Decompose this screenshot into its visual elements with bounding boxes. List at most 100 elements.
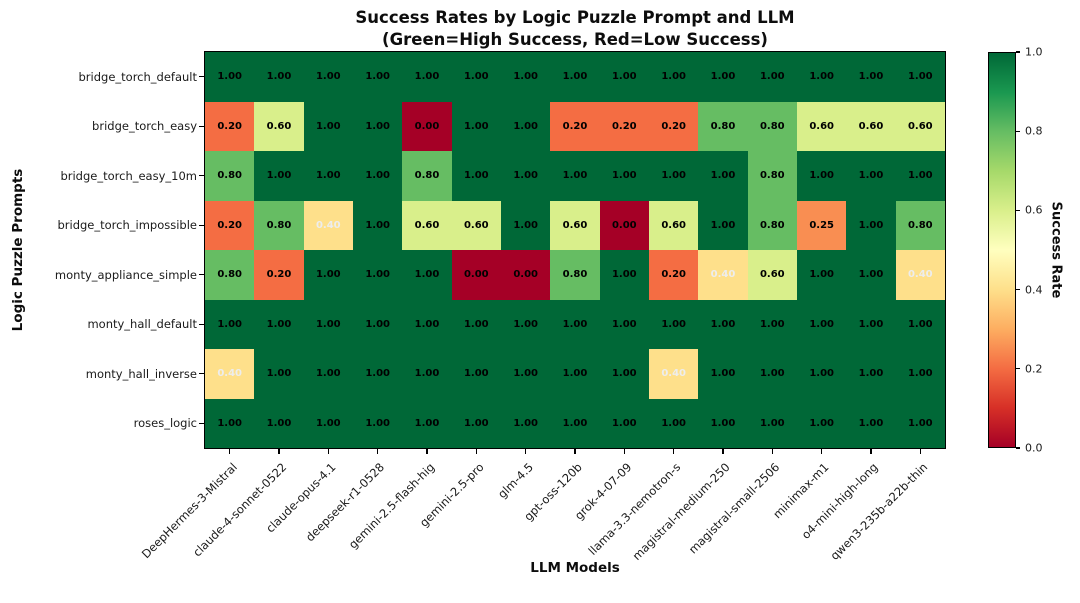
heatmap-cell-r6-c14: 1.00: [895, 349, 945, 399]
heatmap-cell-r3-c4: 0.60: [402, 200, 452, 250]
heatmap-cell-r2-c0: 0.80: [205, 151, 255, 201]
colorbar-tick-label: 0.4: [1025, 283, 1043, 297]
heatmap-cell-r1-c7: 0.20: [550, 101, 600, 151]
x-tick-mark: [722, 448, 724, 454]
heatmap-cell-r7-c13: 1.00: [846, 398, 896, 448]
y-tick-label: bridge_torch_easy: [92, 119, 197, 134]
heatmap-cell-r4-c12: 1.00: [796, 250, 847, 300]
y-tick-mark: [199, 274, 205, 276]
x-tick-mark: [771, 448, 773, 454]
heatmap-cell-r3-c5: 0.60: [451, 200, 501, 250]
heatmap-cell-r3-c3: 1.00: [352, 200, 403, 250]
heatmap-cell-r4-c6: 0.00: [500, 250, 551, 300]
heatmap-cell-r1-c12: 0.60: [796, 101, 847, 151]
heatmap-cell-r5-c6: 1.00: [500, 299, 551, 349]
heatmap-cell-r3-c10: 1.00: [698, 200, 748, 250]
heatmap-cell-r2-c7: 1.00: [550, 151, 600, 201]
heatmap-cell-r2-c14: 1.00: [895, 151, 945, 201]
heatmap-cell-r3-c12: 0.25: [796, 200, 847, 250]
heatmap-cell-r3-c13: 1.00: [846, 200, 896, 250]
x-tick-mark: [623, 448, 625, 454]
x-tick-mark: [377, 448, 379, 454]
heatmap-cell-r0-c2: 1.00: [303, 52, 353, 102]
heatmap-cell-r3-c9: 0.60: [648, 200, 699, 250]
heatmap-cell-r3-c14: 0.80: [895, 200, 945, 250]
heatmap-cell-r4-c5: 0.00: [451, 250, 501, 300]
heatmap-cell-r5-c11: 1.00: [747, 299, 797, 349]
heatmap-cell-r2-c5: 1.00: [451, 151, 501, 201]
heatmap-cell-r2-c12: 1.00: [796, 151, 847, 201]
heatmap-cell-r2-c13: 1.00: [846, 151, 896, 201]
heatmap-cell-r0-c12: 1.00: [796, 52, 847, 102]
heatmap-cell-r2-c11: 0.80: [747, 151, 797, 201]
heatmap-cell-r5-c12: 1.00: [796, 299, 847, 349]
colorbar-tick-label: 1.0: [1025, 45, 1043, 59]
heatmap-cell-r4-c8: 1.00: [599, 250, 649, 300]
colorbar-gradient: [989, 53, 1015, 447]
heatmap-cell-r1-c0: 0.20: [205, 101, 255, 151]
x-tick-label: magistral-small-2506: [685, 460, 783, 557]
heatmap-cell-r7-c8: 1.00: [599, 398, 649, 448]
heatmap-cell-r2-c8: 1.00: [599, 151, 649, 201]
heatmap-cell-r6-c10: 1.00: [698, 349, 748, 399]
colorbar: [988, 52, 1016, 448]
heatmap-cell-r0-c10: 1.00: [698, 52, 748, 102]
heatmap-cell-r3-c11: 0.80: [747, 200, 797, 250]
heatmap-cell-r0-c13: 1.00: [846, 52, 896, 102]
heatmap-cell-r5-c1: 1.00: [254, 299, 304, 349]
x-tick-mark: [821, 448, 823, 454]
heatmap-cell-r7-c14: 1.00: [895, 398, 945, 448]
heatmap-cell-r3-c1: 0.80: [254, 200, 304, 250]
heatmap-cell-r6-c4: 1.00: [402, 349, 452, 399]
x-tick-label: gemini-2.5-flash-hig: [345, 460, 437, 552]
heatmap-cell-r5-c8: 1.00: [599, 299, 649, 349]
heatmap-cell-r4-c3: 1.00: [352, 250, 403, 300]
x-tick-mark: [229, 448, 231, 454]
heatmap-cell-r6-c7: 1.00: [550, 349, 600, 399]
heatmap-cell-r2-c3: 1.00: [352, 151, 403, 201]
y-tick-label: bridge_torch_default: [78, 69, 198, 84]
colorbar-label: Success Rate: [1048, 201, 1064, 299]
heatmap-cell-r6-c11: 1.00: [747, 349, 797, 399]
heatmap-cell-r6-c6: 1.00: [500, 349, 551, 399]
heatmap-cell-r7-c12: 1.00: [796, 398, 847, 448]
x-tick-mark: [426, 448, 428, 454]
heatmap-cell-r0-c7: 1.00: [550, 52, 600, 102]
heatmap-cell-r4-c9: 0.20: [648, 250, 699, 300]
heatmap-cell-r6-c12: 1.00: [796, 349, 847, 399]
x-axis-label: LLM Models: [530, 560, 620, 576]
x-tick-label: glm-4.5: [494, 460, 536, 502]
heatmap-cell-r7-c0: 1.00: [205, 398, 255, 448]
chart-title-line2: (Green=High Success, Red=Low Success): [382, 29, 768, 49]
y-tick-label: bridge_torch_impossible: [57, 218, 197, 233]
y-tick-mark: [199, 422, 205, 424]
colorbar-tick-mark: [1016, 130, 1020, 132]
heatmap-cell-r5-c3: 1.00: [352, 299, 403, 349]
y-tick-label: monty_appliance_simple: [54, 267, 197, 282]
heatmap-cell-r3-c0: 0.20: [205, 200, 255, 250]
heatmap-cell-r6-c13: 1.00: [846, 349, 896, 399]
heatmap-cell-r2-c9: 1.00: [648, 151, 699, 201]
heatmap-cell-r5-c2: 1.00: [303, 299, 353, 349]
heatmap-cell-r6-c1: 1.00: [254, 349, 304, 399]
x-tick-mark: [673, 448, 675, 454]
colorbar-tick-mark: [1016, 51, 1020, 53]
x-tick-label: llama-3.3-nemotron-s: [585, 460, 684, 558]
heatmap-cell-r6-c0: 0.40: [205, 349, 255, 399]
y-tick-label: monty_hall_inverse: [85, 366, 197, 381]
colorbar-tick-label: 0.0: [1025, 441, 1043, 455]
heatmap-cell-r1-c9: 0.20: [648, 101, 699, 151]
heatmap-cell-r3-c2: 0.40: [303, 200, 353, 250]
heatmap-cell-r1-c1: 0.60: [254, 101, 304, 151]
colorbar-tick-mark: [1016, 368, 1020, 370]
chart-title-line1: Success Rates by Logic Puzzle Prompt and…: [355, 8, 795, 27]
heatmap-cell-r4-c4: 1.00: [402, 250, 452, 300]
chart-title: Success Rates by Logic Puzzle Prompt and…: [205, 7, 945, 51]
heatmap-cell-r1-c11: 0.80: [747, 101, 797, 151]
heatmap-cell-r4-c7: 0.80: [550, 250, 600, 300]
heatmap-cell-r0-c5: 1.00: [451, 52, 501, 102]
heatmap-cell-r4-c11: 0.60: [747, 250, 797, 300]
heatmap-cell-r6-c3: 1.00: [352, 349, 403, 399]
